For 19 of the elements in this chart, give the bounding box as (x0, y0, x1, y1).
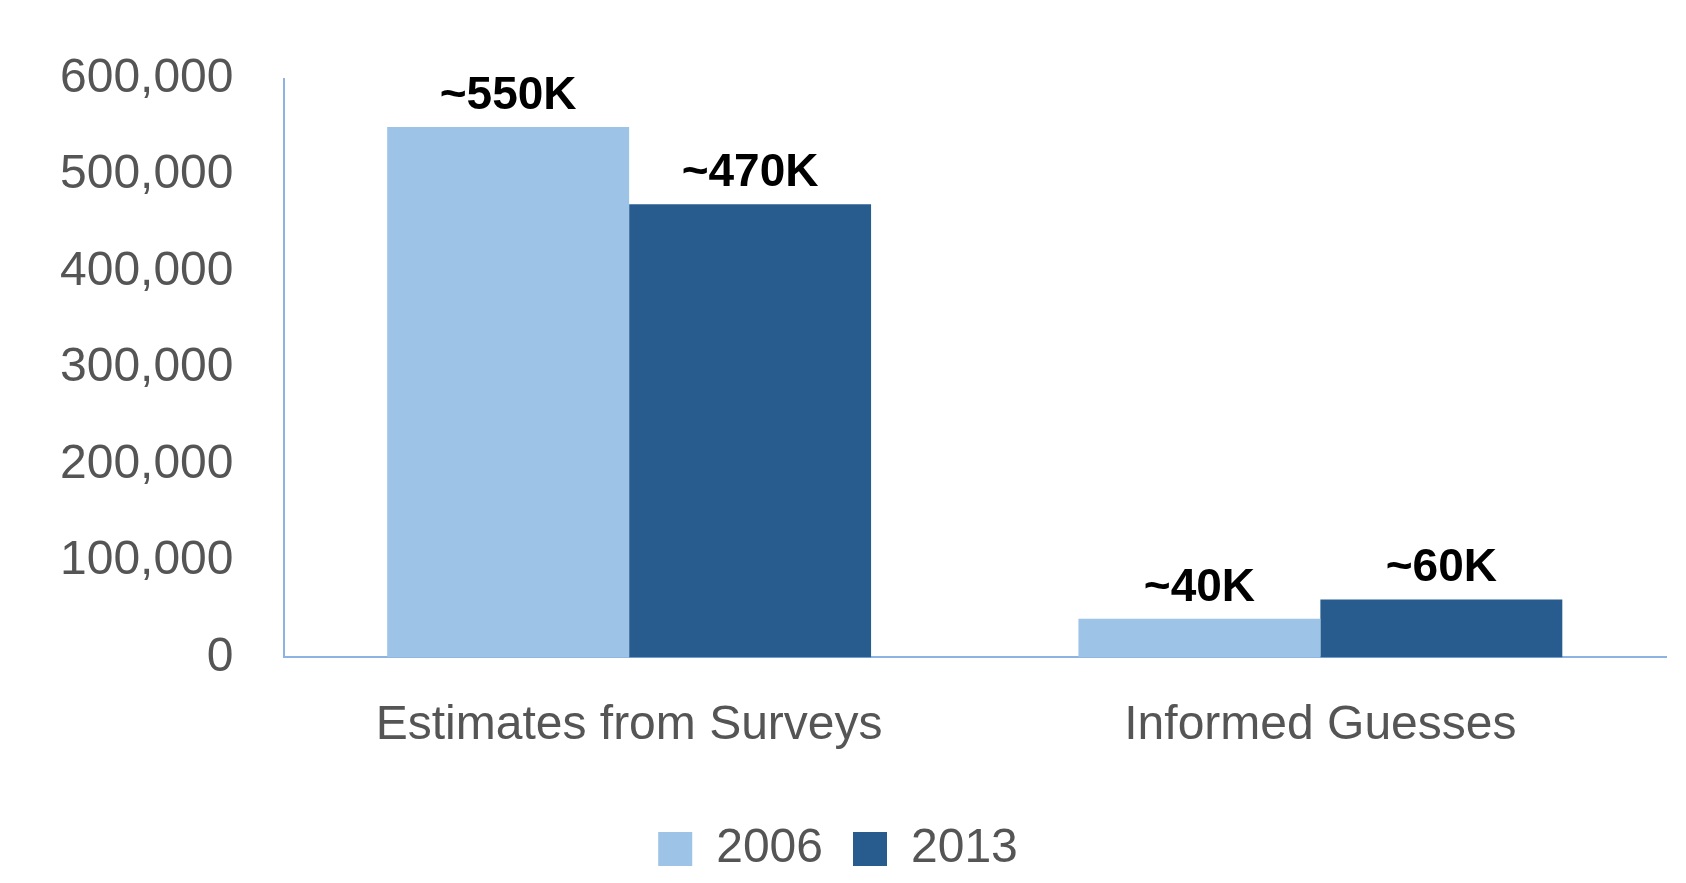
data-label: ~60K (1385, 539, 1497, 592)
y-tick-label: 100,000 (59, 531, 234, 585)
bar (629, 204, 872, 658)
bar (387, 127, 630, 658)
y-tick-label: 500,000 (59, 145, 234, 199)
y-tick-label: 200,000 (59, 434, 234, 488)
legend-label: 2013 (911, 819, 1018, 873)
x-tick-label: Estimates from Surveys (375, 696, 883, 750)
bar (1078, 618, 1321, 658)
y-tick-label: 600,000 (59, 49, 234, 103)
data-label: ~40K (1143, 558, 1256, 611)
data-label: ~470K (681, 143, 819, 196)
x-tick-label: Informed Guesses (1124, 696, 1517, 750)
bar (1320, 599, 1563, 658)
y-tick-label: 300,000 (59, 338, 234, 392)
y-tick-label: 400,000 (59, 241, 234, 295)
y-tick-label: 0 (206, 627, 234, 681)
legend-label: 2006 (716, 819, 823, 873)
data-label: ~550K (439, 66, 577, 119)
